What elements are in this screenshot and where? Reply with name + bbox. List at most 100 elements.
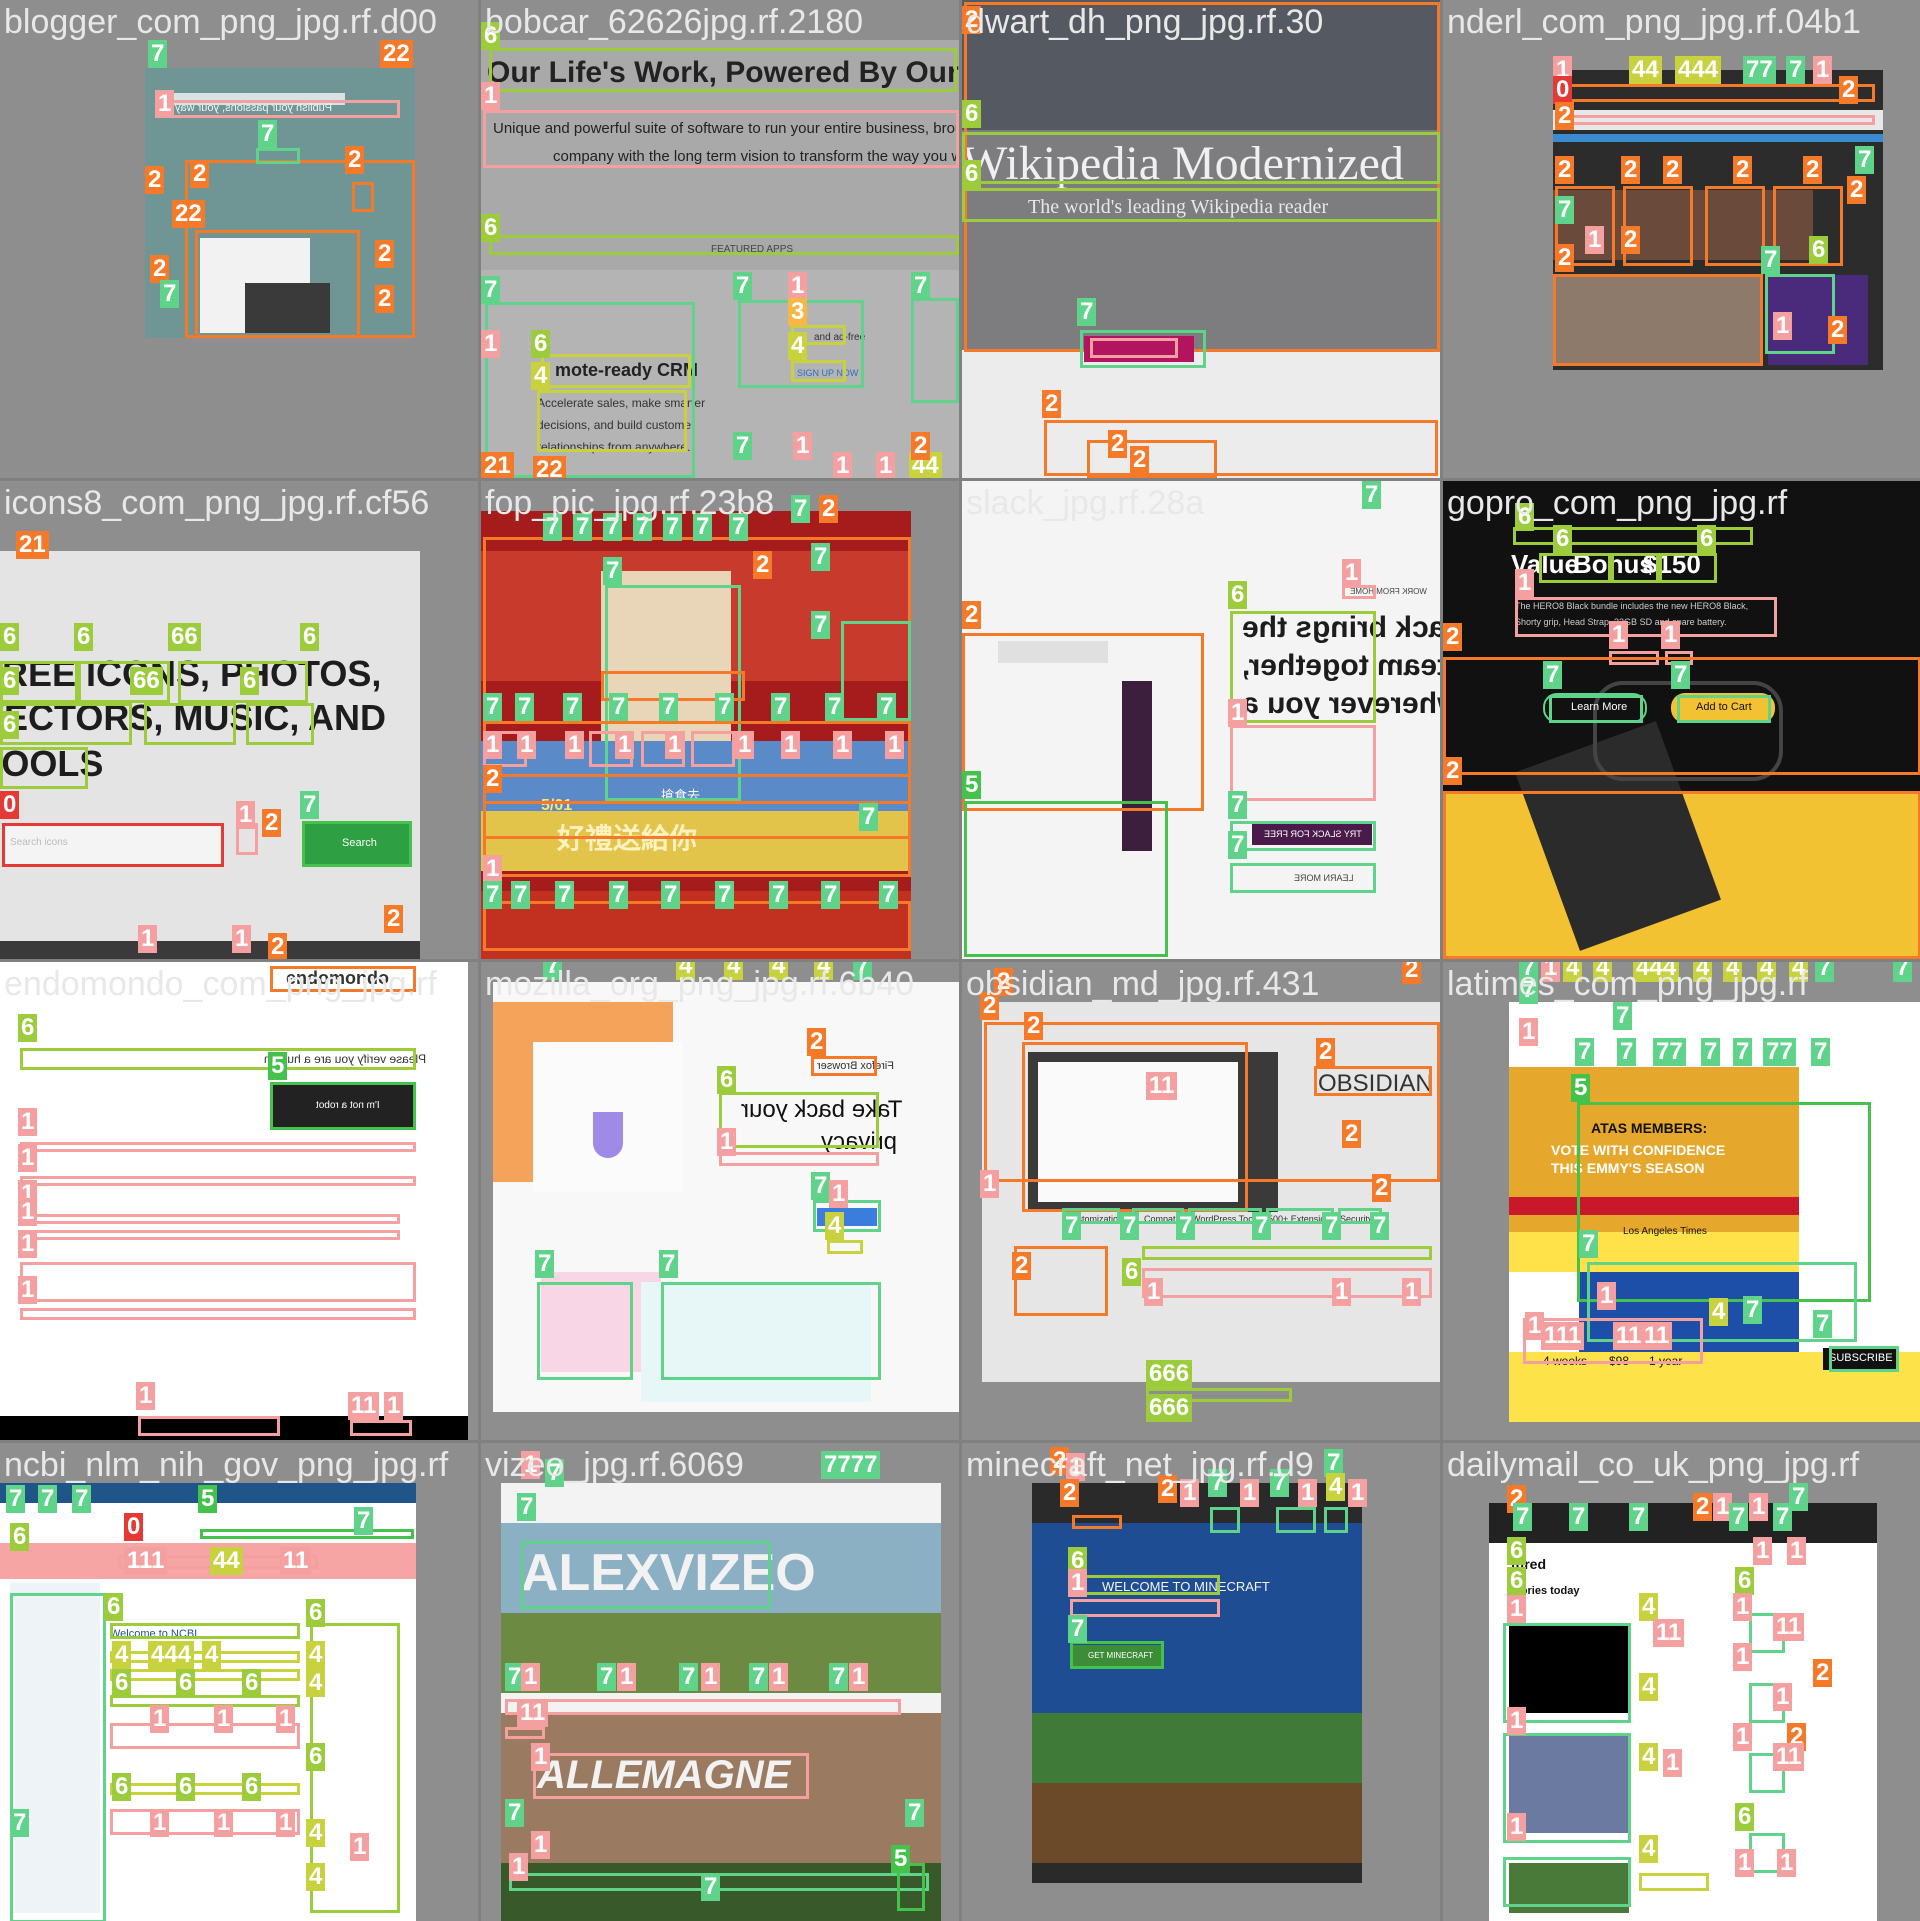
- class-label-tag: 2: [1813, 1659, 1833, 1687]
- class-label-tag: 7: [1062, 1212, 1082, 1240]
- class-label-tag: 7: [1362, 481, 1382, 509]
- class-label-tag: 1: [1663, 1749, 1683, 1777]
- tile-slack: Slack brings the team together, wherever…: [962, 481, 1440, 959]
- screenshot-region: [501, 1613, 941, 1693]
- search-input[interactable]: [4, 823, 222, 865]
- class-label-tag: 1: [481, 82, 501, 110]
- bounding-box: [1549, 695, 1643, 723]
- bounding-box: [964, 801, 1168, 957]
- tab-customization[interactable]: Customization: [1066, 1214, 1124, 1224]
- screenshot: [1509, 1002, 1920, 1422]
- screenshot: [501, 1483, 941, 1921]
- bounding-box: [144, 703, 236, 745]
- tile-title: fop_pic_jpg.rf.23b8: [485, 484, 775, 522]
- class-label-tag: 7: [1773, 1503, 1793, 1531]
- class-label-tag: 1: [1733, 1643, 1753, 1671]
- bounding-box: [962, 633, 1204, 811]
- add-to-cart-label: Add to Cart: [1696, 701, 1752, 713]
- class-label-tag: 11: [1146, 1072, 1178, 1100]
- class-label-tag: 7: [1077, 298, 1097, 326]
- subscribe-button[interactable]: [1823, 1348, 1897, 1370]
- bounding-box: [537, 1282, 633, 1380]
- tab-security[interactable]: Security: [1340, 1214, 1373, 1224]
- class-label-tag: 111: [124, 1547, 168, 1575]
- class-label-tag: 11: [1653, 1619, 1685, 1647]
- add-to-cart-button[interactable]: [1671, 693, 1775, 723]
- bounding-box: [1230, 863, 1376, 893]
- class-label-tag: 11: [1773, 1743, 1805, 1771]
- class-label-tag: 7: [481, 276, 501, 304]
- bounding-box: [1611, 553, 1659, 583]
- class-label-tag: 1: [1240, 1479, 1260, 1507]
- tile-title: latimes_com_png_jpg.rf: [1447, 965, 1808, 1003]
- class-label-tag: 6: [1122, 1258, 1142, 1286]
- class-label-tag: 2: [1158, 1475, 1178, 1503]
- class-label-tag: 2: [1060, 1479, 1080, 1507]
- class-label-tag: 2: [962, 6, 982, 34]
- class-label-tag: 6: [300, 623, 320, 651]
- class-label-tag: 1: [1773, 1683, 1793, 1711]
- class-label-tag: 1: [1609, 621, 1629, 649]
- bounding-box: [0, 703, 132, 745]
- class-label-tag: 3: [788, 298, 808, 326]
- screenshot-region: [962, 350, 1440, 478]
- bounding-box: [20, 1308, 416, 1320]
- bounding-box: [20, 1230, 400, 1240]
- class-label-tag: 7: [1519, 976, 1539, 1004]
- bounding-box: [521, 1541, 771, 1609]
- bounding-box: [110, 1809, 300, 1835]
- class-label-tag: 7: [829, 1663, 849, 1691]
- bounding-box: [719, 1152, 879, 1166]
- class-label-tag: 6: [112, 1669, 132, 1697]
- class-label-tag: 1: [276, 1809, 296, 1837]
- bounding-box: [1515, 597, 1777, 637]
- bounding-box: [537, 390, 687, 452]
- tile-gopro: $150 Bonus Value The HERO8 Black bundle …: [1443, 481, 1920, 959]
- class-label-tag: 7: [1513, 1503, 1533, 1531]
- get-minecraft-button[interactable]: [1072, 1645, 1162, 1667]
- bounding-box: [0, 747, 88, 789]
- bounding-box: [1070, 1599, 1220, 1617]
- bounding-box: [20, 1048, 416, 1070]
- class-label-tag: 7: [1575, 1038, 1595, 1066]
- signup[interactable]: SIGN UP NOW: [797, 368, 859, 378]
- class-label-tag: 1: [1402, 1278, 1422, 1306]
- class-label-tag: 4: [788, 332, 808, 360]
- class-label-tag: 1: [136, 1382, 156, 1410]
- class-label-tag: 7: [1324, 1449, 1344, 1477]
- bounding-box: [195, 230, 360, 338]
- class-label-tag: 7: [693, 513, 713, 541]
- class-label-tag: 5: [198, 1485, 218, 1513]
- bounding-box: [489, 48, 957, 92]
- section-title: ALLEMAGNE: [537, 1753, 791, 1797]
- class-label-tag: 1: [793, 432, 813, 460]
- bounding-box: [138, 1416, 280, 1436]
- class-label-tag: 11: [1613, 1322, 1645, 1350]
- class-label-tag: 1: [18, 1108, 38, 1136]
- screenshot-region: [1489, 1503, 1877, 1543]
- tile-title: blogger_com_png_jpg.rf.d00: [4, 3, 437, 41]
- bounding-box: [20, 1176, 416, 1186]
- screenshot-region: [272, 1084, 416, 1128]
- class-label-tag: 6: [481, 22, 501, 50]
- class-label-tag: 7: [661, 881, 681, 909]
- tile-title: dailymail_co_uk_png_jpg.rf: [1447, 1446, 1860, 1484]
- screenshot-region: [1038, 1062, 1238, 1202]
- class-label-tag: 1: [1597, 1282, 1617, 1310]
- bounding-box: [302, 821, 412, 867]
- class-label-tag: 1: [214, 1809, 234, 1837]
- bounding-box: [533, 1753, 809, 1799]
- class-label-tag: 2: [345, 146, 365, 174]
- search-button[interactable]: [304, 823, 410, 865]
- screenshot: [481, 40, 959, 478]
- class-label-tag: 2: [190, 160, 210, 188]
- bounding-box: [1230, 725, 1376, 801]
- tab-compat[interactable]: Compat: [1144, 1214, 1176, 1224]
- tile-blogger: Publish your passions, your way 7 22 1 7…: [0, 0, 478, 478]
- class-label-tag: 2: [1847, 176, 1867, 204]
- class-label-tag: 7: [659, 1250, 679, 1278]
- tab-wordpress[interactable]: WordPress Toolkit: [1192, 1214, 1265, 1224]
- tab-extensions[interactable]: 500+ Extensions: [1268, 1214, 1335, 1224]
- tile-title: gopro_com_png_jpg.rf: [1447, 484, 1788, 522]
- class-label-tag: 1: [509, 1853, 529, 1881]
